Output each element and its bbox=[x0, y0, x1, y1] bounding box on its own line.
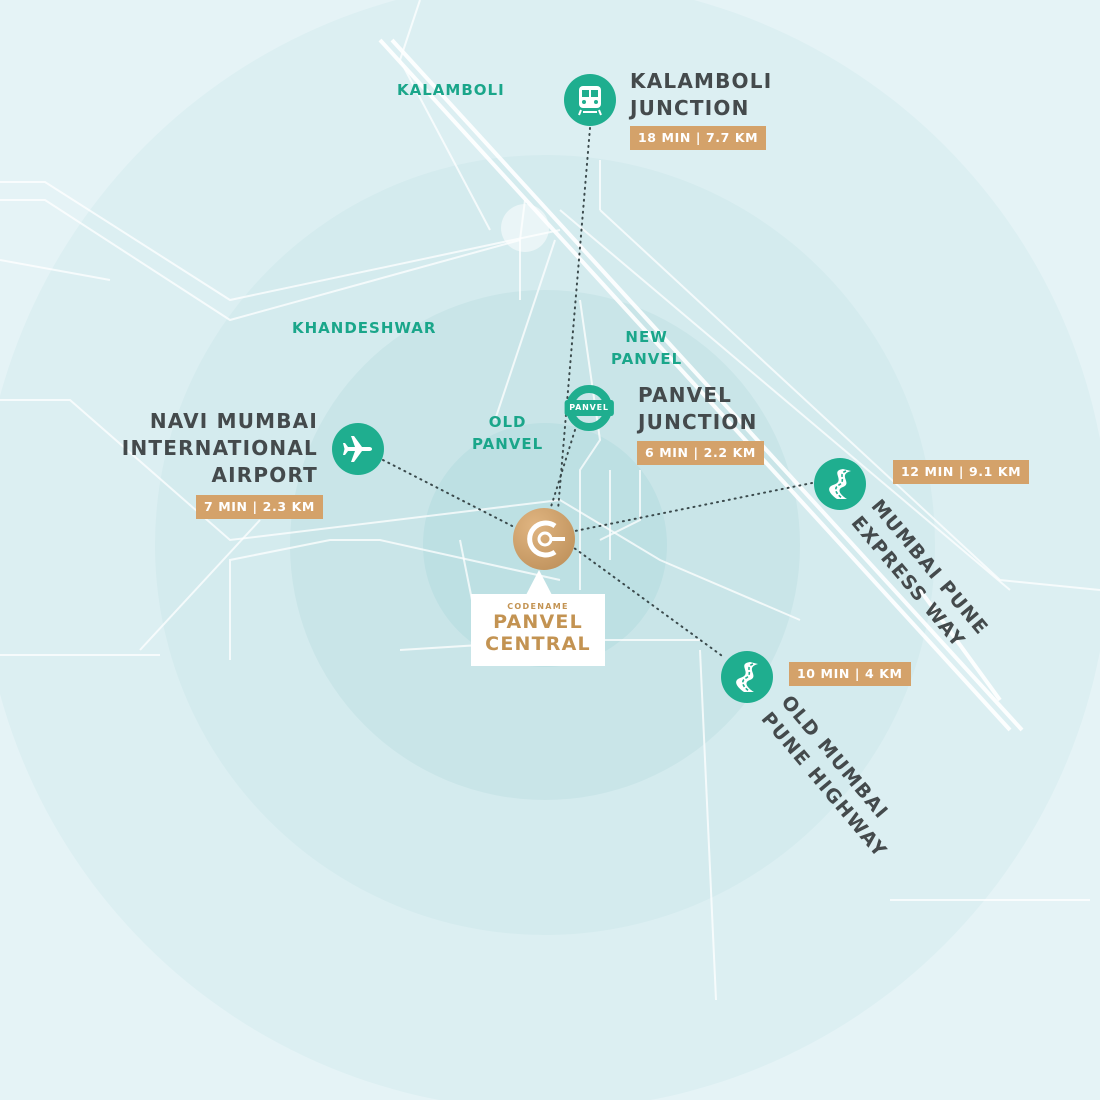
expressway-distance-badge: 12 MIN | 9.1 KM bbox=[893, 460, 1030, 484]
project-logo-icon[interactable] bbox=[513, 508, 575, 570]
airplane-icon[interactable] bbox=[332, 423, 384, 475]
panvel-junction-title: PANVEL JUNCTION bbox=[638, 382, 758, 436]
area-label-new-panvel: NEW PANVEL bbox=[611, 326, 682, 370]
title-line: KALAMBOLI bbox=[630, 69, 773, 93]
kalamboli-junction-distance-badge: 18 MIN | 7.7 KM bbox=[630, 126, 767, 150]
road-icon[interactable] bbox=[721, 651, 773, 703]
old-highway-distance-badge: 10 MIN | 4 KM bbox=[789, 662, 911, 686]
project-name-line2: CENTRAL bbox=[485, 633, 591, 655]
project-name-card: CODENAME PANVEL CENTRAL bbox=[471, 570, 605, 666]
project-codename: CODENAME bbox=[507, 602, 569, 611]
panvel-junction-distance-badge: 6 MIN | 2.2 KM bbox=[637, 441, 764, 465]
airport-distance-badge: 7 MIN | 2.3 KM bbox=[196, 495, 323, 519]
train-icon[interactable] bbox=[564, 74, 616, 126]
panvel-icon-label: PANVEL bbox=[569, 403, 609, 412]
area-label-khandeshwar: KHANDESHWAR bbox=[292, 319, 437, 337]
title-line: PANVEL bbox=[638, 383, 733, 407]
title-line: JUNCTION bbox=[630, 96, 750, 120]
title-line: AIRPORT bbox=[211, 463, 318, 487]
airport-title: NAVI MUMBAI INTERNATIONAL AIRPORT bbox=[98, 408, 318, 489]
title-line: NAVI MUMBAI bbox=[149, 409, 318, 433]
area-label-kalamboli: KALAMBOLI bbox=[397, 81, 505, 99]
project-name-line1: PANVEL bbox=[493, 611, 583, 633]
road-icon[interactable] bbox=[814, 458, 866, 510]
area-label-line: NEW bbox=[625, 328, 668, 346]
area-label-line: OLD bbox=[488, 413, 527, 431]
title-line: JUNCTION bbox=[638, 410, 758, 434]
area-label-line: PANVEL bbox=[611, 350, 683, 368]
area-label-old-panvel: OLD PANVEL bbox=[472, 411, 543, 455]
panvel-station-icon[interactable]: PANVEL bbox=[564, 383, 614, 433]
area-label-line: PANVEL bbox=[472, 435, 544, 453]
kalamboli-junction-title: KALAMBOLI JUNCTION bbox=[630, 68, 772, 122]
title-line: INTERNATIONAL bbox=[121, 436, 318, 460]
